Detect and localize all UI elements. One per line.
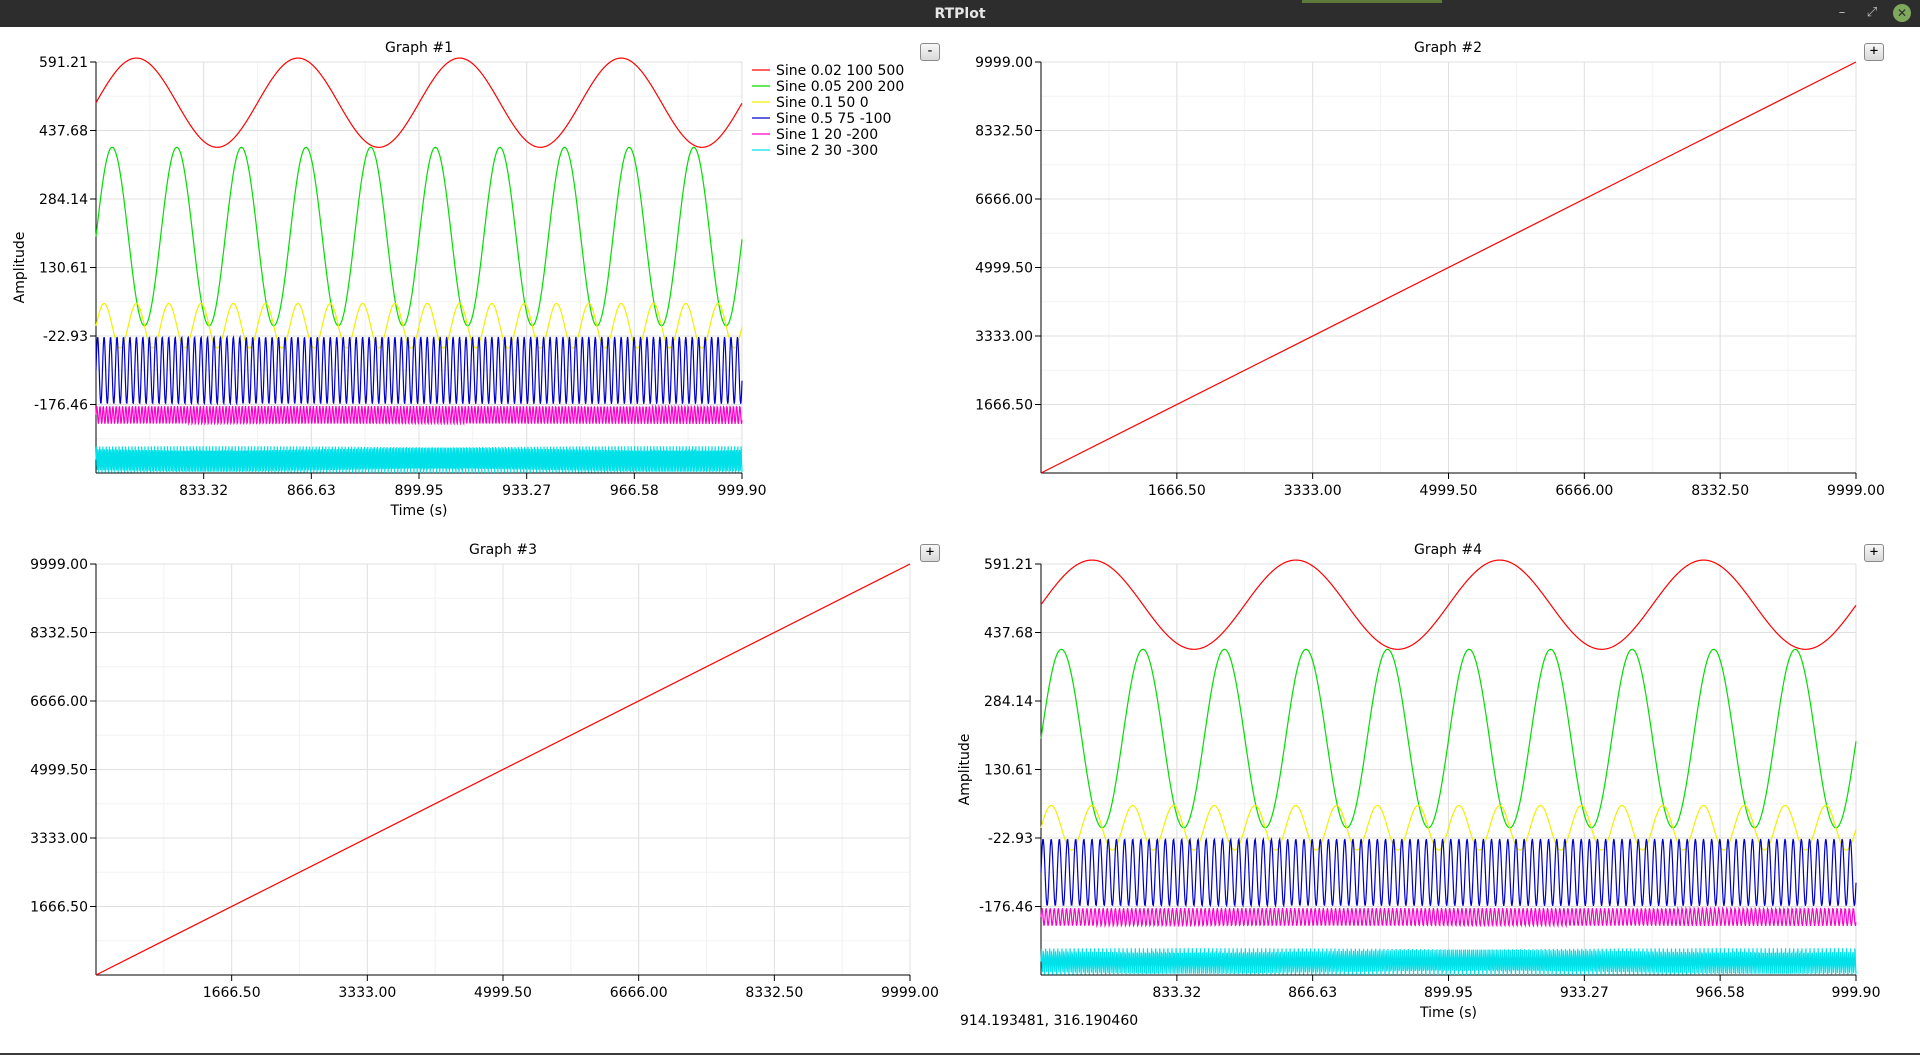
legend-entry-magenta: Sine 1 20 -200 [776,127,878,143]
graph-2-x-tick-label: 9999.00 [1827,483,1885,499]
graph-2-y-tick-label: 6666.00 [975,192,1033,208]
graph-2-x-tick-label: 3333.00 [1284,483,1342,499]
graph-4-y-tick-label: -176.46 [979,900,1033,916]
graph-2-x-tick-label: 1666.50 [1148,483,1206,499]
graph-3-x-tick-label: 4999.50 [474,985,532,1001]
graph-1-y-tick-label: -176.46 [34,398,88,414]
graph-1-y-tick-label: 437.68 [39,123,88,139]
legend-entry-blue: Sine 0.5 75 -100 [776,111,891,127]
graph-2-x-tick-label: 8332.50 [1691,483,1749,499]
graph-1-x-tick-label: 833.32 [179,483,228,499]
graph-3-y-tick-label: 9999.00 [30,557,88,573]
graph-4-y-tick-label: 591.21 [984,557,1033,573]
graph-2-y-tick-label: 8332.50 [975,124,1033,140]
graph-4-x-axis-label: Time (s) [1419,1005,1477,1021]
graph-3-x-tick-label: 9999.00 [881,985,939,1001]
graph-1-x-axis-label: Time (s) [390,503,448,519]
close-icon[interactable]: ✕ [1893,4,1911,22]
window-titlebar: RTPlot – ⤢ ✕ [0,0,1920,27]
graph-2-y-tick-label: 1666.50 [975,398,1033,414]
graph-1-title: Graph #1 [385,40,453,56]
graph-4-y-tick-label: -22.93 [988,831,1033,847]
maximize-icon[interactable]: ⤢ [1862,3,1882,23]
graph-2-y-tick-label: 9999.00 [975,55,1033,71]
graph-1-y-tick-label: 591.21 [39,55,88,71]
graph-1-y-tick-label: -22.93 [43,329,88,345]
graph-3-y-tick-label: 8332.50 [30,626,88,642]
window-title: RTPlot [0,6,1920,22]
cursor-coordinates: 914.193481, 316.190460 [960,1013,1138,1029]
graph-2-y-tick-label: 4999.50 [975,261,1033,277]
legend-entry-yellow: Sine 0.1 50 0 [776,95,869,111]
graph-1-x-tick-label: 966.58 [610,483,659,499]
graph-4-y-tick-label: 130.61 [984,763,1033,779]
graph-3-x-tick-label: 8332.50 [745,985,803,1001]
graph-panes: 833.32 866.63 899.95 933.27 966.58 999.90 591.… [0,27,1920,1055]
graph-3-y-tick-label: 4999.50 [30,763,88,779]
graph-1-x-tick-label: 933.27 [502,483,551,499]
graph-4-x-tick-label: 866.63 [1288,985,1337,1001]
graph-4-x-tick-label: 899.95 [1424,985,1473,1001]
graph-1-x-tick-label: 866.63 [287,483,336,499]
graph-4-y-tick-label: 284.14 [984,694,1033,710]
legend-entry-red: Sine 0.02 100 500 [776,63,904,79]
titlebar-decoration [1302,0,1442,3]
graph-2-y-tick-label: 3333.00 [975,329,1033,345]
graph-1-x-tick-label: 999.90 [718,483,767,499]
minimize-icon[interactable]: – [1832,3,1852,23]
legend-entry-cyan: Sine 2 30 -300 [776,143,878,159]
graph-3-y-tick-label: 3333.00 [30,831,88,847]
graph-4-x-tick-label: 966.58 [1696,985,1745,1001]
graph-3-x-tick-label: 6666.00 [610,985,668,1001]
graph-3-x-tick-label: 1666.50 [203,985,261,1001]
graph-1-collapse-button[interactable]: - [920,43,940,61]
graph-2-title: Graph #2 [1414,40,1482,56]
graph-4-y-tick-label: 437.68 [984,625,1033,641]
graph-4-expand-button[interactable]: + [1864,544,1884,562]
legend-entry-green: Sine 0.05 200 200 [776,79,904,95]
graph-3-y-tick-label: 6666.00 [30,694,88,710]
graph-3-title: Graph #3 [469,542,537,558]
graph-1-y-tick-label: 130.61 [39,261,88,277]
graph-3-x-tick-label: 3333.00 [338,985,396,1001]
graph-2-expand-button[interactable]: + [1864,43,1884,61]
charts-canvas[interactable]: 833.32 866.63 899.95 933.27 966.58 999.90 591.… [0,27,1920,1055]
graph-4-x-tick-label: 833.32 [1152,985,1201,1001]
graph-4-x-tick-label: 933.27 [1560,985,1609,1001]
graph-1-x-tick-label: 899.95 [395,483,444,499]
graph-1-y-tick-label: 284.14 [39,192,88,208]
graph-4-y-axis-label: Amplitude [957,734,973,806]
graph-1-y-axis-label: Amplitude [12,232,28,304]
graph-3-y-tick-label: 1666.50 [30,900,88,916]
graph-3-expand-button[interactable]: + [920,544,940,562]
graph-4-title: Graph #4 [1414,542,1482,558]
graph-2-x-tick-label: 4999.50 [1420,483,1478,499]
graph-4-x-tick-label: 999.90 [1832,985,1881,1001]
graph-2-x-tick-label: 6666.00 [1555,483,1613,499]
